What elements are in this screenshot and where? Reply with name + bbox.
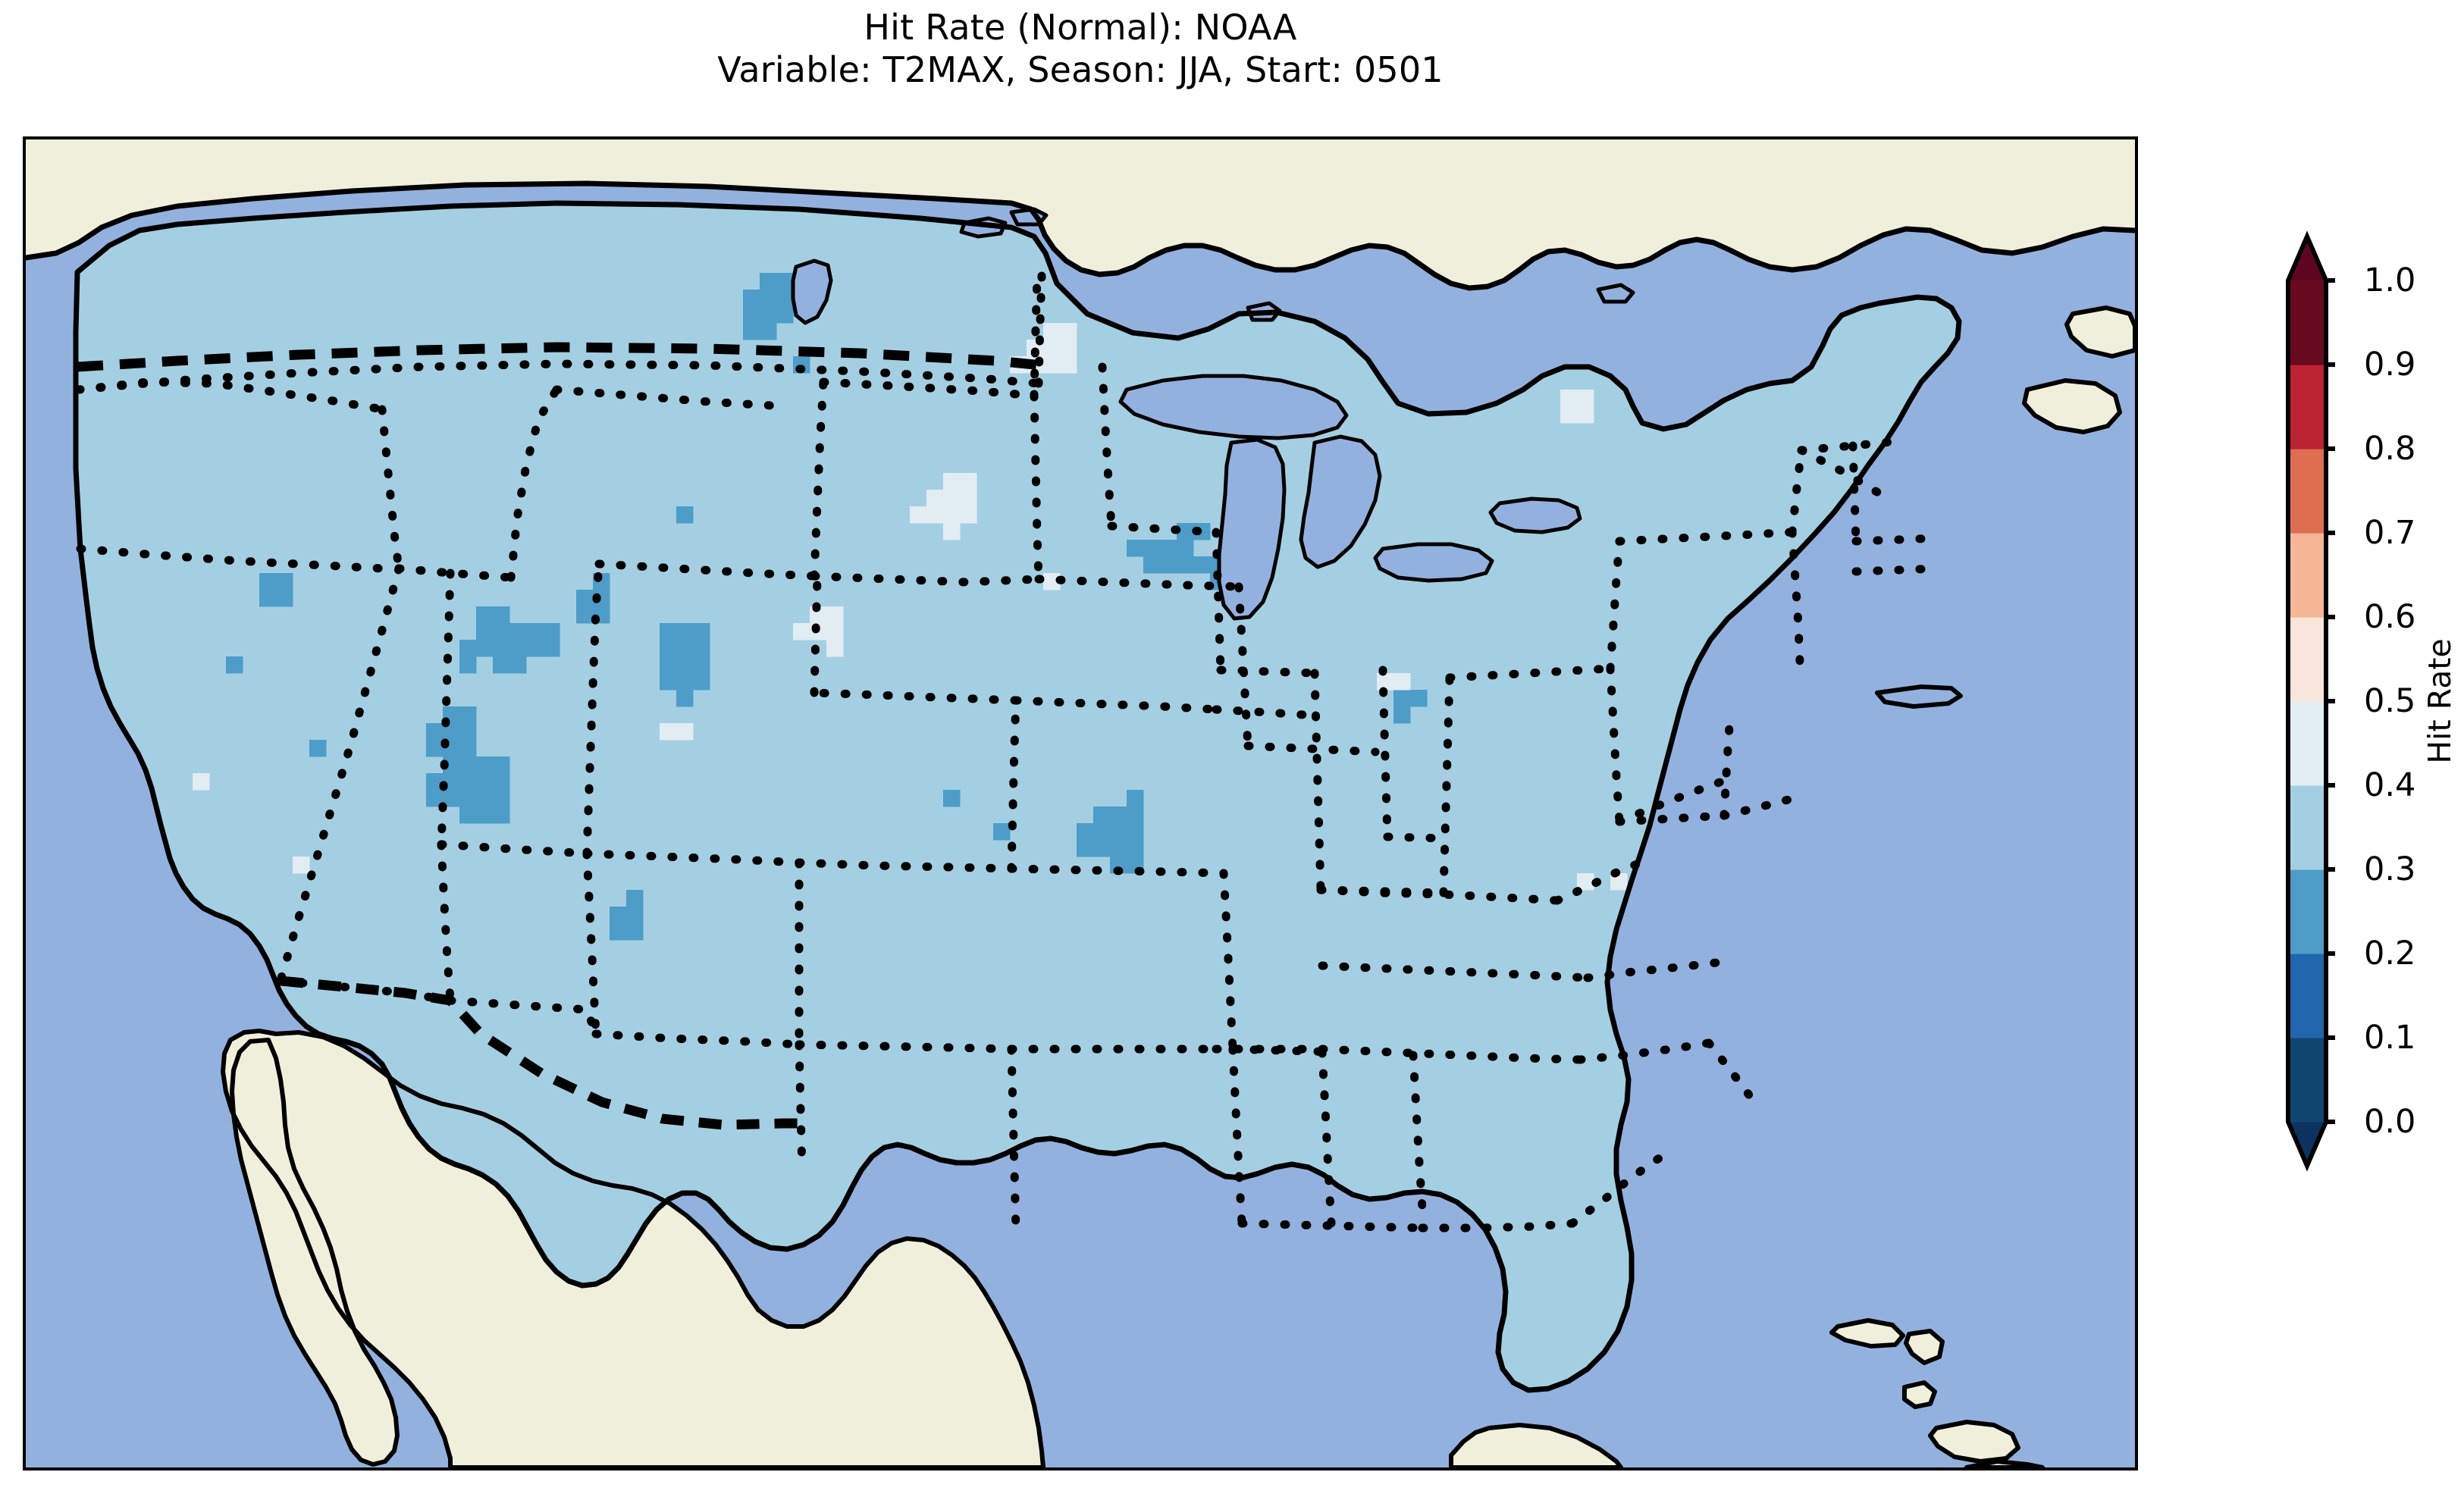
chart-title-line1: Hit Rate (Normal): NOAA — [864, 7, 1297, 48]
colorbar-tick-labels: 0.0 0.1 0.2 0.3 0.4 0.5 0.6 0.7 0.8 0.9 1.0 — [2267, 227, 2464, 1175]
chart-title-line2: Variable: T2MAX, Season: JJA, Start: 050… — [717, 49, 1444, 91]
colorbar-tick-label: 0.0 — [2364, 1103, 2416, 1141]
colorbar-tick-label: 0.3 — [2364, 850, 2416, 888]
map-canvas — [26, 139, 2135, 1467]
colorbar-tick-label: 0.4 — [2364, 766, 2416, 804]
great-lakes-layer — [793, 209, 1633, 619]
colorbar-tick-label: 0.7 — [2364, 514, 2416, 552]
colorbar-tick-label: 0.8 — [2364, 430, 2416, 468]
colorbar-tick-label: 0.9 — [2364, 346, 2416, 384]
chart-title-block: Hit Rate (Normal): NOAA Variable: T2MAX,… — [0, 6, 2161, 91]
colorbar-tick-label: 0.2 — [2364, 935, 2416, 973]
colorbar-gradient — [2286, 230, 2335, 1172]
colorbar-tick-label: 0.5 — [2364, 682, 2416, 720]
coastline-layer — [26, 180, 2135, 1467]
state-borders-layer — [74, 271, 1941, 1236]
colorbar: 0.0 0.1 0.2 0.3 0.4 0.5 0.6 0.7 0.8 0.9 1.0 Hit Ra… — [2267, 227, 2464, 1228]
colorbar-tick-label: 0.1 — [2364, 1019, 2416, 1057]
colorbar-tick-label: 1.0 — [2364, 262, 2416, 299]
colorbar-tick-label: 0.6 — [2364, 598, 2416, 636]
map-panel — [23, 136, 2138, 1471]
colorbar-axis-label: Hit Rate — [2422, 638, 2458, 764]
